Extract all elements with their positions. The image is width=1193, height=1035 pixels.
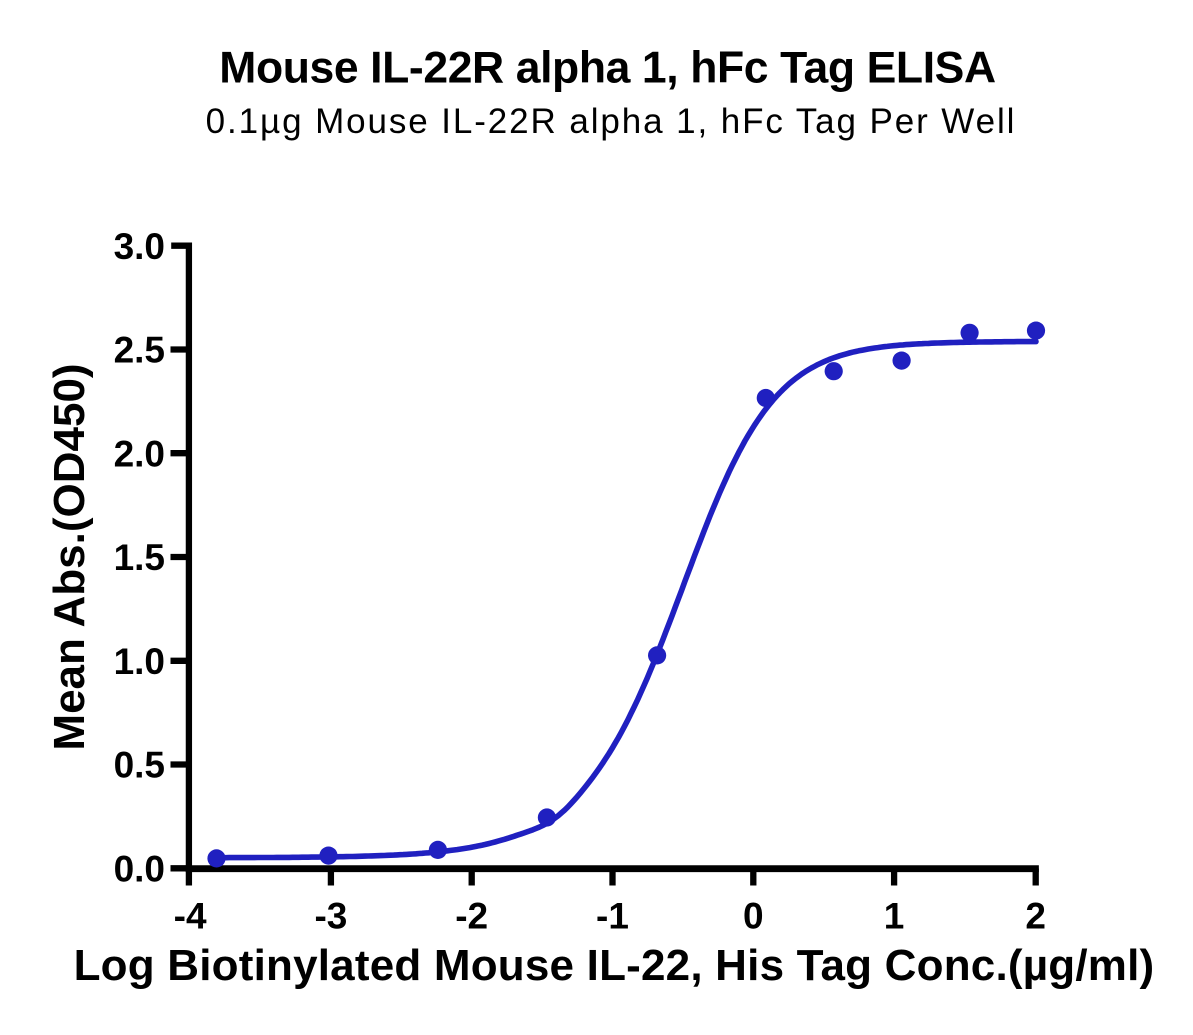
svg-text:Log Biotinylated Mouse IL-22,: Log Biotinylated Mouse IL-22, His Tag Co… (74, 941, 1155, 990)
svg-text:0.1µg Mouse IL-22R alpha 1, hF: 0.1µg Mouse IL-22R alpha 1, hFc Tag Per … (206, 102, 1017, 141)
svg-text:0.0: 0.0 (114, 849, 165, 890)
svg-text:2: 2 (1025, 896, 1046, 937)
svg-text:3.0: 3.0 (114, 226, 165, 267)
svg-text:1: 1 (884, 896, 905, 937)
svg-text:-3: -3 (314, 896, 347, 937)
svg-text:Mouse IL-22R alpha 1, hFc Tag: Mouse IL-22R alpha 1, hFc Tag ELISA (219, 44, 995, 93)
svg-text:-1: -1 (596, 896, 629, 937)
svg-text:1.0: 1.0 (114, 641, 165, 682)
svg-text:-4: -4 (174, 896, 207, 937)
svg-text:0.5: 0.5 (114, 745, 165, 786)
svg-text:Mean Abs.(OD450): Mean Abs.(OD450) (45, 363, 94, 750)
svg-text:2.5: 2.5 (114, 330, 165, 371)
svg-text:-2: -2 (455, 896, 488, 937)
svg-text:0: 0 (743, 896, 764, 937)
svg-text:1.5: 1.5 (114, 537, 165, 578)
svg-text:2.0: 2.0 (114, 433, 165, 474)
